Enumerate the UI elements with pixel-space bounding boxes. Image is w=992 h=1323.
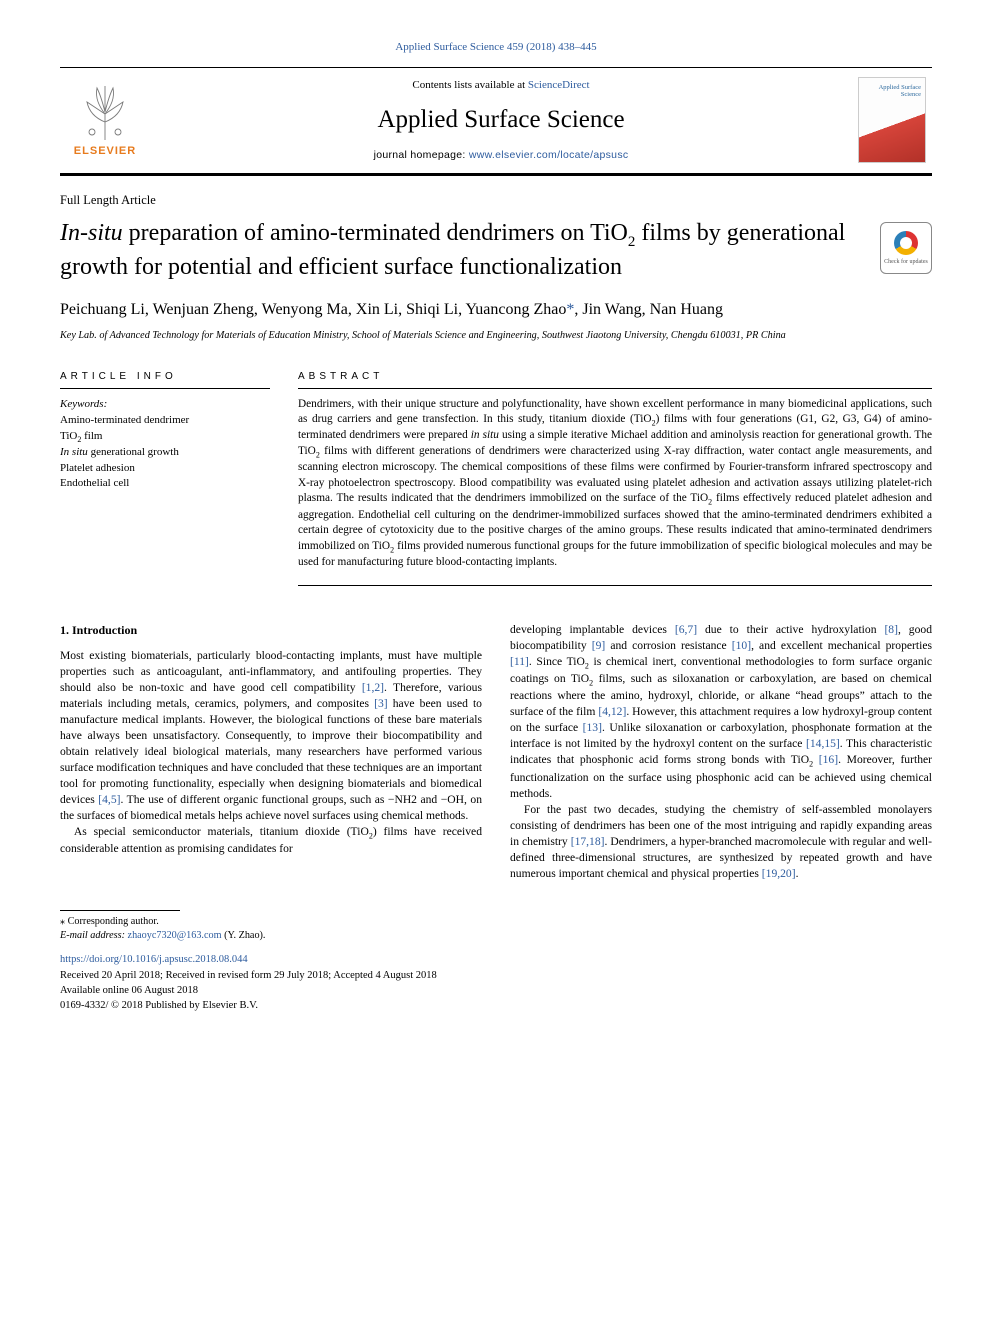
running-head: Applied Surface Science 459 (2018) 438–4… bbox=[60, 40, 932, 55]
article-title: In-situ preparation of amino-terminated … bbox=[60, 218, 860, 283]
crossmark-icon bbox=[894, 231, 918, 255]
check-updates-badge[interactable]: Check for updates bbox=[880, 222, 932, 274]
info-abstract-row: ARTICLE INFO Keywords: Amino-terminated … bbox=[60, 370, 932, 586]
section-head-intro: 1. Introduction bbox=[60, 622, 482, 639]
email-label: E-mail address: bbox=[60, 930, 125, 941]
abstract-bottom-rule bbox=[298, 585, 932, 586]
journal-name: Applied Surface Science bbox=[158, 103, 844, 137]
history-line: Available online 06 August 2018 bbox=[60, 984, 932, 999]
email-attribution: (Y. Zhao). bbox=[224, 930, 265, 941]
abstract-block: ABSTRACT Dendrimers, with their unique s… bbox=[298, 370, 932, 586]
elsevier-tree-icon bbox=[75, 82, 135, 142]
body-columns: 1. Introduction Most existing biomateria… bbox=[60, 622, 932, 882]
column-right-text: developing implantable devices [6,7] due… bbox=[510, 622, 932, 882]
column-right: developing implantable devices [6,7] due… bbox=[510, 622, 932, 882]
footnote-rule bbox=[60, 910, 180, 911]
history-line: Received 20 April 2018; Received in revi… bbox=[60, 969, 932, 984]
article-info-head: ARTICLE INFO bbox=[60, 370, 270, 389]
elsevier-wordmark: ELSEVIER bbox=[74, 144, 136, 159]
article-info: ARTICLE INFO Keywords: Amino-terminated … bbox=[60, 370, 270, 586]
column-left-text: Most existing biomaterials, particularly… bbox=[60, 648, 482, 857]
author-list: Peichuang Li, Wenjuan Zheng, Wenyong Ma,… bbox=[60, 299, 932, 321]
corresponding-email-link[interactable]: zhaoyc7320@163.com bbox=[128, 930, 222, 941]
corresponding-author-note: ⁎ Corresponding author. bbox=[60, 915, 932, 929]
sciencedirect-link[interactable]: ScienceDirect bbox=[528, 79, 590, 91]
keywords-list: Amino-terminated dendrimerTiO2 filmIn si… bbox=[60, 413, 270, 491]
history-line: 0169-4332/ © 2018 Published by Elsevier … bbox=[60, 999, 932, 1014]
cover-title: Applied Surface Science bbox=[863, 84, 921, 98]
journal-cover-thumb: Applied Surface Science bbox=[852, 68, 932, 173]
doi-line: https://doi.org/10.1016/j.apsusc.2018.08… bbox=[60, 953, 932, 967]
homepage-link[interactable]: www.elsevier.com/locate/apsusc bbox=[469, 149, 629, 161]
article-type: Full Length Article bbox=[60, 192, 932, 209]
column-left: 1. Introduction Most existing biomateria… bbox=[60, 622, 482, 882]
abstract-head: ABSTRACT bbox=[298, 370, 932, 389]
journal-header: ELSEVIER Contents lists available at Sci… bbox=[60, 67, 932, 176]
abstract-text: Dendrimers, with their unique structure … bbox=[298, 397, 932, 571]
contents-line: Contents lists available at ScienceDirec… bbox=[158, 78, 844, 93]
homepage-prefix: journal homepage: bbox=[374, 149, 469, 161]
affiliation: Key Lab. of Advanced Technology for Mate… bbox=[60, 329, 932, 342]
homepage-line: journal homepage: www.elsevier.com/locat… bbox=[158, 148, 844, 162]
article-history: Received 20 April 2018; Received in revi… bbox=[60, 969, 932, 1013]
elsevier-logo: ELSEVIER bbox=[60, 68, 150, 173]
doi-link[interactable]: https://doi.org/10.1016/j.apsusc.2018.08… bbox=[60, 954, 248, 965]
keywords-label: Keywords: bbox=[60, 397, 270, 412]
footnotes: ⁎ Corresponding author. E-mail address: … bbox=[60, 915, 932, 944]
contents-prefix: Contents lists available at bbox=[412, 79, 527, 91]
header-center: Contents lists available at ScienceDirec… bbox=[150, 68, 852, 173]
check-updates-label: Check for updates bbox=[884, 258, 928, 266]
